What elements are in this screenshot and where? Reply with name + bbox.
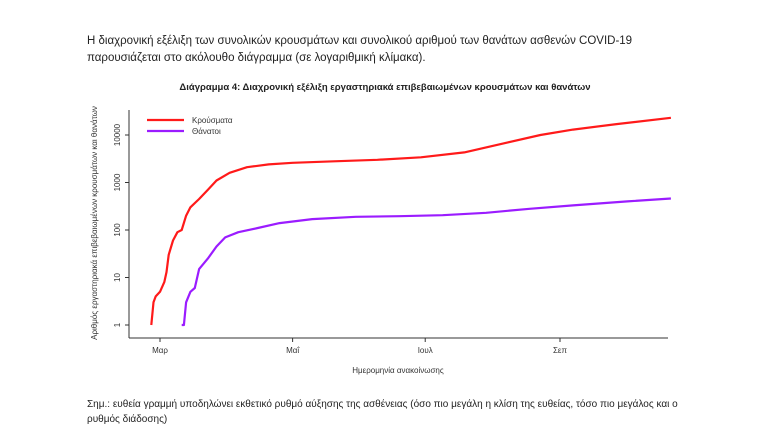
legend-label: Θάνατοι (192, 127, 221, 136)
y-tick-label: 100 (113, 223, 122, 237)
x-tick-label: Μαρ (152, 346, 168, 355)
x-axis-label: Ημερομηνία ανακοίνωσης (352, 366, 444, 375)
x-tick-label: Σεπ (553, 346, 568, 355)
intro-paragraph: Η διαχρονική εξέλιξη των συνολικών κρουσ… (87, 35, 633, 64)
series-line-deaths (181, 197, 671, 327)
y-axis-label: Αριθμός εργαστηριακά επιβεβαιωμένων κρου… (90, 106, 99, 340)
y-tick-label: 1000 (113, 173, 122, 191)
x-tick-label: Ιουλ (418, 346, 433, 355)
series-line-cases (150, 116, 672, 326)
chart-note: Σημ.: ευθεία γραμμή υποδηλώνει εκθετικό … (87, 399, 678, 425)
x-tick-label: Μαΐ (286, 346, 300, 355)
y-tick-label: 1 (113, 322, 122, 327)
y-tick-label: 10000 (113, 123, 122, 146)
y-tick-label: 10 (113, 273, 122, 282)
legend-label: Κρούσματα (192, 116, 233, 125)
chart-title: Διάγραμμα 4: Διαχρονική εξέλιξη εργαστηρ… (179, 82, 591, 93)
